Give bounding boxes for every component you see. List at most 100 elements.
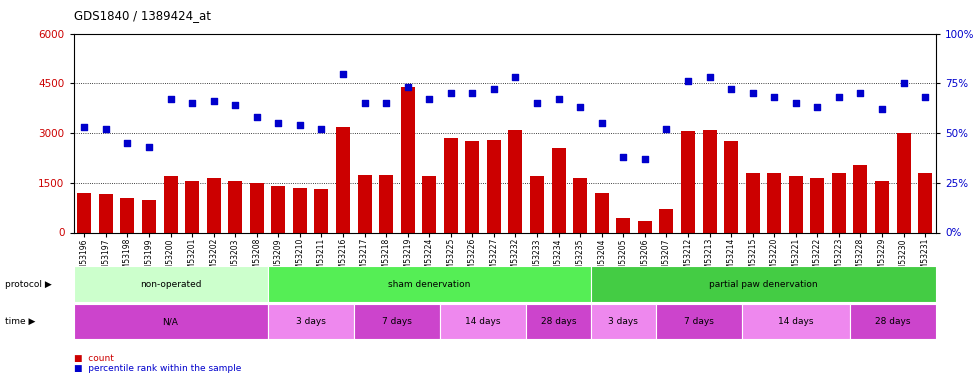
Point bbox=[98, 126, 114, 132]
Text: 3 days: 3 days bbox=[609, 317, 638, 326]
Bar bbox=[703, 130, 716, 232]
Bar bbox=[358, 174, 371, 232]
Point bbox=[120, 140, 135, 146]
Bar bbox=[509, 130, 522, 232]
Point bbox=[249, 114, 265, 120]
Text: ■  percentile rank within the sample: ■ percentile rank within the sample bbox=[74, 364, 241, 373]
Text: ■  count: ■ count bbox=[74, 354, 114, 363]
Bar bbox=[99, 194, 113, 232]
Bar bbox=[552, 148, 565, 232]
Bar bbox=[875, 181, 889, 232]
Point bbox=[766, 94, 782, 100]
Bar bbox=[526, 304, 591, 339]
Bar bbox=[121, 198, 134, 232]
Bar bbox=[354, 304, 440, 339]
Point bbox=[745, 90, 760, 96]
Bar bbox=[293, 188, 307, 232]
Text: 3 days: 3 days bbox=[296, 317, 325, 326]
Text: 28 days: 28 days bbox=[875, 317, 910, 326]
Text: 14 days: 14 days bbox=[778, 317, 813, 326]
Text: 7 days: 7 days bbox=[382, 317, 412, 326]
Bar bbox=[832, 173, 846, 232]
Point bbox=[378, 100, 394, 106]
Bar bbox=[250, 183, 264, 232]
Bar bbox=[767, 173, 781, 232]
Text: time ▶: time ▶ bbox=[5, 317, 35, 326]
Bar bbox=[268, 266, 591, 302]
Point bbox=[874, 106, 890, 112]
Bar bbox=[681, 132, 695, 232]
Bar bbox=[422, 176, 436, 232]
Point bbox=[227, 102, 243, 108]
Point bbox=[400, 84, 416, 90]
Bar bbox=[724, 141, 738, 232]
Bar bbox=[616, 217, 630, 232]
Bar bbox=[444, 138, 458, 232]
Point bbox=[335, 70, 351, 76]
Text: non-operated: non-operated bbox=[140, 280, 201, 289]
Point bbox=[896, 81, 911, 87]
Point bbox=[76, 124, 92, 130]
Point bbox=[917, 94, 933, 100]
Bar bbox=[401, 87, 415, 232]
Point bbox=[853, 90, 868, 96]
Point bbox=[443, 90, 459, 96]
Bar bbox=[656, 304, 742, 339]
Point bbox=[314, 126, 329, 132]
Point bbox=[270, 120, 286, 126]
Point bbox=[163, 96, 178, 102]
Point bbox=[831, 94, 847, 100]
Bar bbox=[228, 181, 242, 232]
Bar bbox=[142, 200, 156, 232]
Bar bbox=[440, 304, 526, 339]
Point bbox=[702, 75, 717, 81]
Bar bbox=[77, 193, 91, 232]
Bar bbox=[850, 304, 936, 339]
Text: partial paw denervation: partial paw denervation bbox=[710, 280, 817, 289]
Point bbox=[465, 90, 480, 96]
Bar bbox=[185, 181, 199, 232]
Point bbox=[292, 122, 308, 128]
Bar bbox=[595, 193, 609, 232]
Text: 28 days: 28 days bbox=[541, 317, 576, 326]
Point bbox=[723, 86, 739, 92]
Bar bbox=[854, 165, 867, 232]
Bar bbox=[268, 304, 354, 339]
Bar bbox=[573, 178, 587, 232]
Text: 14 days: 14 days bbox=[466, 317, 501, 326]
Bar bbox=[789, 176, 803, 232]
Bar bbox=[591, 266, 936, 302]
Point bbox=[206, 98, 221, 104]
Bar bbox=[315, 189, 328, 232]
Text: GDS1840 / 1389424_at: GDS1840 / 1389424_at bbox=[74, 9, 211, 22]
Point bbox=[184, 100, 200, 106]
Bar bbox=[530, 176, 544, 232]
Point bbox=[594, 120, 610, 126]
Text: protocol ▶: protocol ▶ bbox=[5, 280, 52, 289]
Bar bbox=[74, 304, 268, 339]
Bar bbox=[897, 133, 910, 232]
Point bbox=[421, 96, 437, 102]
Text: N/A: N/A bbox=[163, 317, 178, 326]
Bar bbox=[742, 304, 850, 339]
Bar bbox=[207, 178, 220, 232]
Bar bbox=[379, 174, 393, 232]
Point bbox=[529, 100, 545, 106]
Bar bbox=[591, 304, 656, 339]
Bar bbox=[164, 176, 177, 232]
Text: sham denervation: sham denervation bbox=[388, 280, 470, 289]
Bar bbox=[466, 141, 479, 232]
Point bbox=[809, 104, 825, 110]
Point bbox=[508, 75, 523, 81]
Bar bbox=[638, 221, 652, 232]
Point bbox=[637, 156, 653, 162]
Bar bbox=[336, 126, 350, 232]
Text: 7 days: 7 days bbox=[684, 317, 713, 326]
Point bbox=[357, 100, 372, 106]
Bar bbox=[918, 173, 932, 232]
Point bbox=[615, 154, 631, 160]
Point bbox=[788, 100, 804, 106]
Point bbox=[659, 126, 674, 132]
Bar bbox=[746, 173, 760, 232]
Bar bbox=[487, 140, 501, 232]
